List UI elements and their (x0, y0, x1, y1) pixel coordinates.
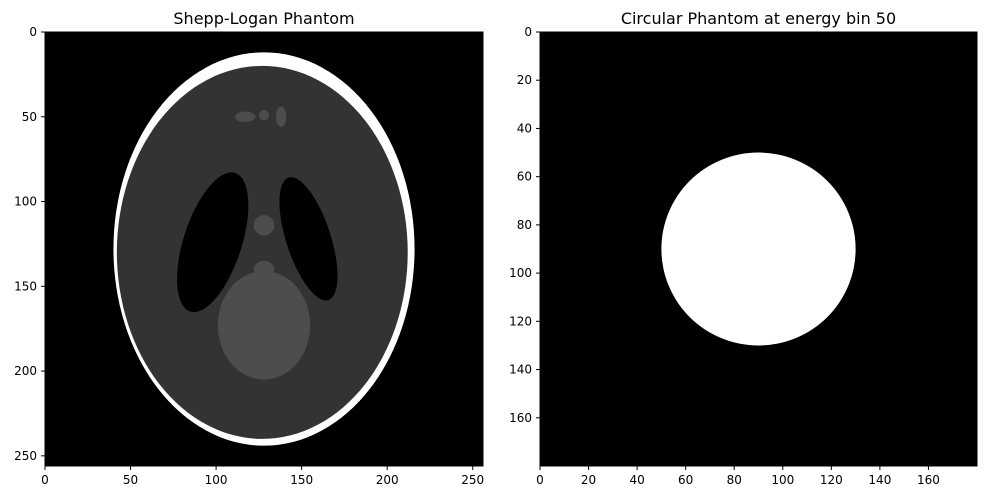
x-tick-label: 250 (461, 473, 484, 487)
y-tick-label: 250 (14, 449, 37, 463)
y-tick-label: 20 (517, 73, 532, 87)
subplot-circular-phantom: Circular Phantom at energy bin 50 0 20 40 6… (509, 9, 978, 487)
y-tick-label: 0 (524, 25, 532, 39)
x-tick-label: 50 (123, 473, 138, 487)
subplot-title: Circular Phantom at energy bin 50 (621, 9, 896, 28)
y-tick-label: 80 (517, 218, 532, 232)
x-tick-label: 120 (820, 473, 843, 487)
image-region-2 (176, 172, 249, 313)
x-tick-label: 200 (376, 473, 399, 487)
x-tick-label: 60 (678, 473, 693, 487)
y-tick-label: 200 (14, 364, 37, 378)
y-tick-label: 140 (509, 363, 532, 377)
y-tick-label: 100 (509, 266, 532, 280)
y-tick-label: 150 (14, 279, 37, 293)
x-tick-label: 40 (629, 473, 644, 487)
subplot-title: Shepp-Logan Phantom (173, 9, 354, 28)
image-region-9 (275, 106, 287, 127)
x-tick-label: 0 (536, 473, 544, 487)
y-tick-label: 40 (517, 121, 532, 135)
subplot-shepp-logan: Shepp-Logan Phantom 0 50 100 150 200 250 0 50 10… (14, 9, 484, 487)
image-region-0 (661, 152, 856, 346)
y-tick-label: 100 (14, 195, 37, 209)
x-tick-label: 100 (771, 473, 794, 487)
image-region-6 (253, 260, 275, 278)
y-tick-label: 0 (29, 25, 37, 39)
image-region-8 (258, 109, 270, 121)
x-tick-label: 0 (41, 473, 49, 487)
x-tick-label: 100 (205, 473, 228, 487)
image-region-3 (279, 177, 338, 301)
x-tick-label: 150 (290, 473, 313, 487)
image-region-5 (253, 215, 275, 236)
y-tick-label: 50 (22, 110, 37, 124)
y-tick-label: 60 (517, 170, 532, 184)
y-tick-label: 120 (509, 314, 532, 328)
y-tick-label: 160 (509, 411, 532, 425)
x-tick-label: 160 (917, 473, 940, 487)
x-tick-label: 80 (727, 473, 742, 487)
x-tick-label: 140 (868, 473, 891, 487)
image-region-1 (116, 65, 408, 439)
x-tick-label: 20 (581, 473, 596, 487)
axes-frame (44, 31, 484, 467)
image-region-4 (217, 271, 311, 380)
image-region-7 (234, 111, 256, 122)
axes-frame (539, 31, 978, 467)
